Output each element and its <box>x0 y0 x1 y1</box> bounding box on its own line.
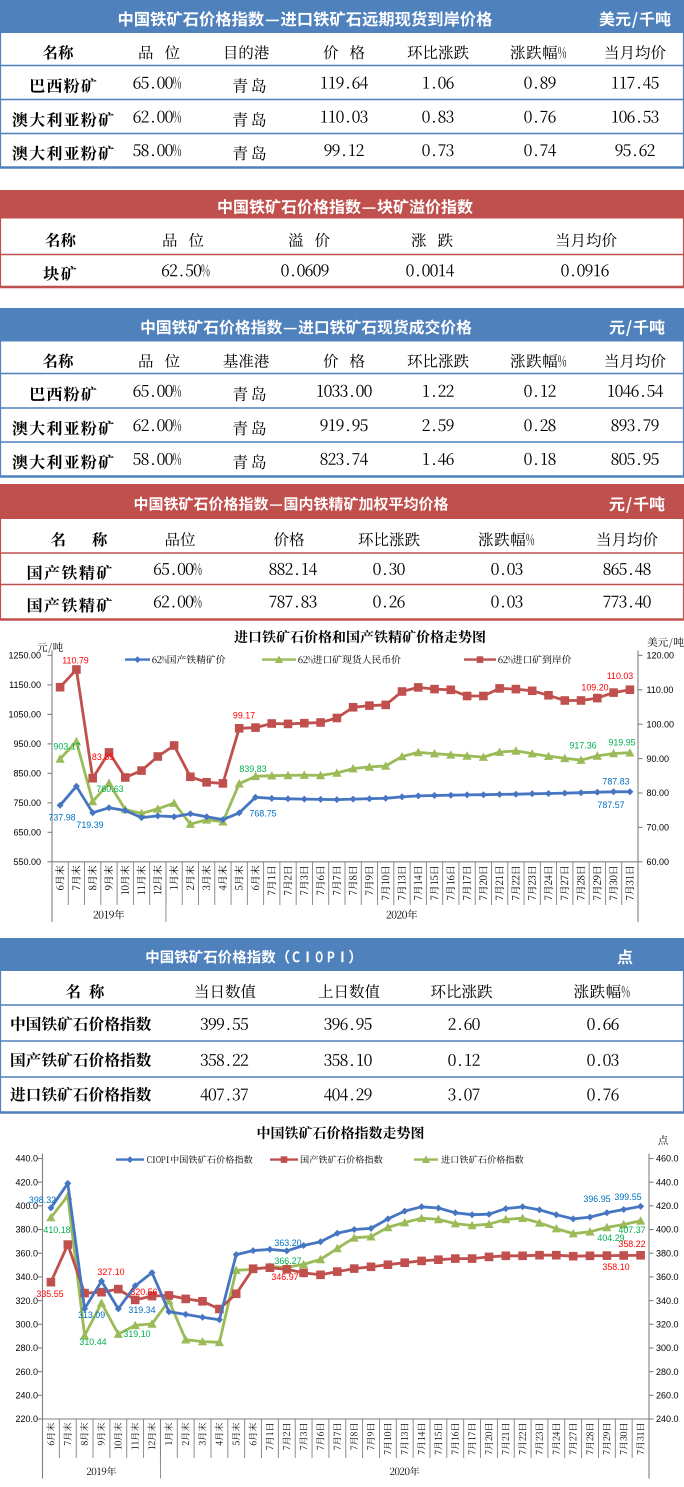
svg-text:440.0: 440.0 <box>656 1177 679 1187</box>
svg-text:380.0: 380.0 <box>656 1248 679 1258</box>
svg-text:327.10: 327.10 <box>97 1267 124 1277</box>
svg-text:420.0: 420.0 <box>656 1201 679 1211</box>
svg-text:410.18: 410.18 <box>43 1225 70 1235</box>
svg-text:340.0: 340.0 <box>15 1272 38 1282</box>
svg-text:917.36: 917.36 <box>569 741 596 751</box>
svg-text:850.00: 850.00 <box>13 769 41 779</box>
svg-text:110.03: 110.03 <box>607 671 634 681</box>
svg-text:1150.00: 1150.00 <box>9 680 41 690</box>
svg-text:80.00: 80.00 <box>647 788 670 798</box>
svg-text:70.00: 70.00 <box>647 823 670 833</box>
svg-text:363.20: 363.20 <box>274 1238 301 1248</box>
svg-text:768.75: 768.75 <box>249 809 276 819</box>
svg-text:240.0: 240.0 <box>656 1414 679 1424</box>
svg-text:319.34: 319.34 <box>128 1305 155 1315</box>
svg-text:950.00: 950.00 <box>13 739 41 749</box>
svg-text:83.85: 83.85 <box>92 752 114 762</box>
svg-text:650.00: 650.00 <box>13 828 41 838</box>
svg-text:280.0: 280.0 <box>15 1343 38 1353</box>
svg-text:787.57: 787.57 <box>597 800 624 810</box>
svg-text:399.55: 399.55 <box>614 1192 641 1202</box>
svg-text:240.0: 240.0 <box>15 1391 38 1401</box>
svg-text:750.00: 750.00 <box>13 798 41 808</box>
svg-text:340.0: 340.0 <box>656 1296 679 1306</box>
svg-text:300.0: 300.0 <box>15 1320 38 1330</box>
svg-text:110.00: 110.00 <box>647 685 674 695</box>
svg-text:109.20: 109.20 <box>581 683 608 693</box>
svg-text:346.97: 346.97 <box>271 1272 298 1282</box>
svg-text:120.00: 120.00 <box>647 651 675 661</box>
svg-text:360.0: 360.0 <box>15 1248 38 1258</box>
svg-text:737.98: 737.98 <box>48 812 75 822</box>
svg-text:420.0: 420.0 <box>15 1177 38 1187</box>
svg-text:919.95: 919.95 <box>608 738 635 748</box>
svg-text:719.39: 719.39 <box>76 820 103 830</box>
svg-text:400.0: 400.0 <box>656 1225 679 1235</box>
svg-text:319.10: 319.10 <box>123 1329 150 1339</box>
svg-text:460.0: 460.0 <box>656 1154 679 1164</box>
svg-text:220.0: 220.0 <box>15 1414 38 1424</box>
svg-text:320.0: 320.0 <box>656 1320 679 1330</box>
svg-text:320.56: 320.56 <box>130 1287 157 1297</box>
svg-text:310.44: 310.44 <box>79 1337 106 1347</box>
svg-text:1250.00: 1250.00 <box>8 651 41 661</box>
svg-text:1050.00: 1050.00 <box>8 710 41 720</box>
svg-text:260.0: 260.0 <box>656 1391 679 1401</box>
svg-text:380.0: 380.0 <box>15 1225 38 1235</box>
svg-text:787.83: 787.83 <box>602 777 629 787</box>
svg-text:407.37: 407.37 <box>618 1225 645 1235</box>
svg-text:358.10: 358.10 <box>602 1262 629 1272</box>
svg-text:280.0: 280.0 <box>656 1367 679 1377</box>
svg-text:440.0: 440.0 <box>15 1154 38 1164</box>
svg-text:99.17: 99.17 <box>233 711 255 721</box>
svg-text:313.09: 313.09 <box>78 1310 105 1320</box>
svg-text:110.79: 110.79 <box>62 656 89 666</box>
svg-text:839.83: 839.83 <box>239 764 266 774</box>
svg-text:300.0: 300.0 <box>656 1343 679 1353</box>
svg-text:550.00: 550.00 <box>13 857 41 867</box>
svg-text:360.0: 360.0 <box>656 1272 679 1282</box>
svg-text:760.63: 760.63 <box>96 784 123 794</box>
svg-text:260.0: 260.0 <box>15 1367 38 1377</box>
svg-text:90.00: 90.00 <box>647 754 670 764</box>
svg-text:903.17: 903.17 <box>53 742 80 752</box>
svg-text:366.27: 366.27 <box>274 1256 301 1266</box>
svg-text:400.0: 400.0 <box>15 1201 38 1211</box>
svg-text:335.55: 335.55 <box>36 1289 63 1299</box>
svg-text:398.32: 398.32 <box>29 1195 56 1205</box>
svg-text:60.00: 60.00 <box>647 857 670 867</box>
svg-text:320.0: 320.0 <box>15 1296 38 1306</box>
svg-text:100.00: 100.00 <box>647 719 675 729</box>
svg-text:404.29: 404.29 <box>597 1233 624 1243</box>
svg-text:396.95: 396.95 <box>583 1194 610 1204</box>
svg-text:358.22: 358.22 <box>618 1239 645 1249</box>
